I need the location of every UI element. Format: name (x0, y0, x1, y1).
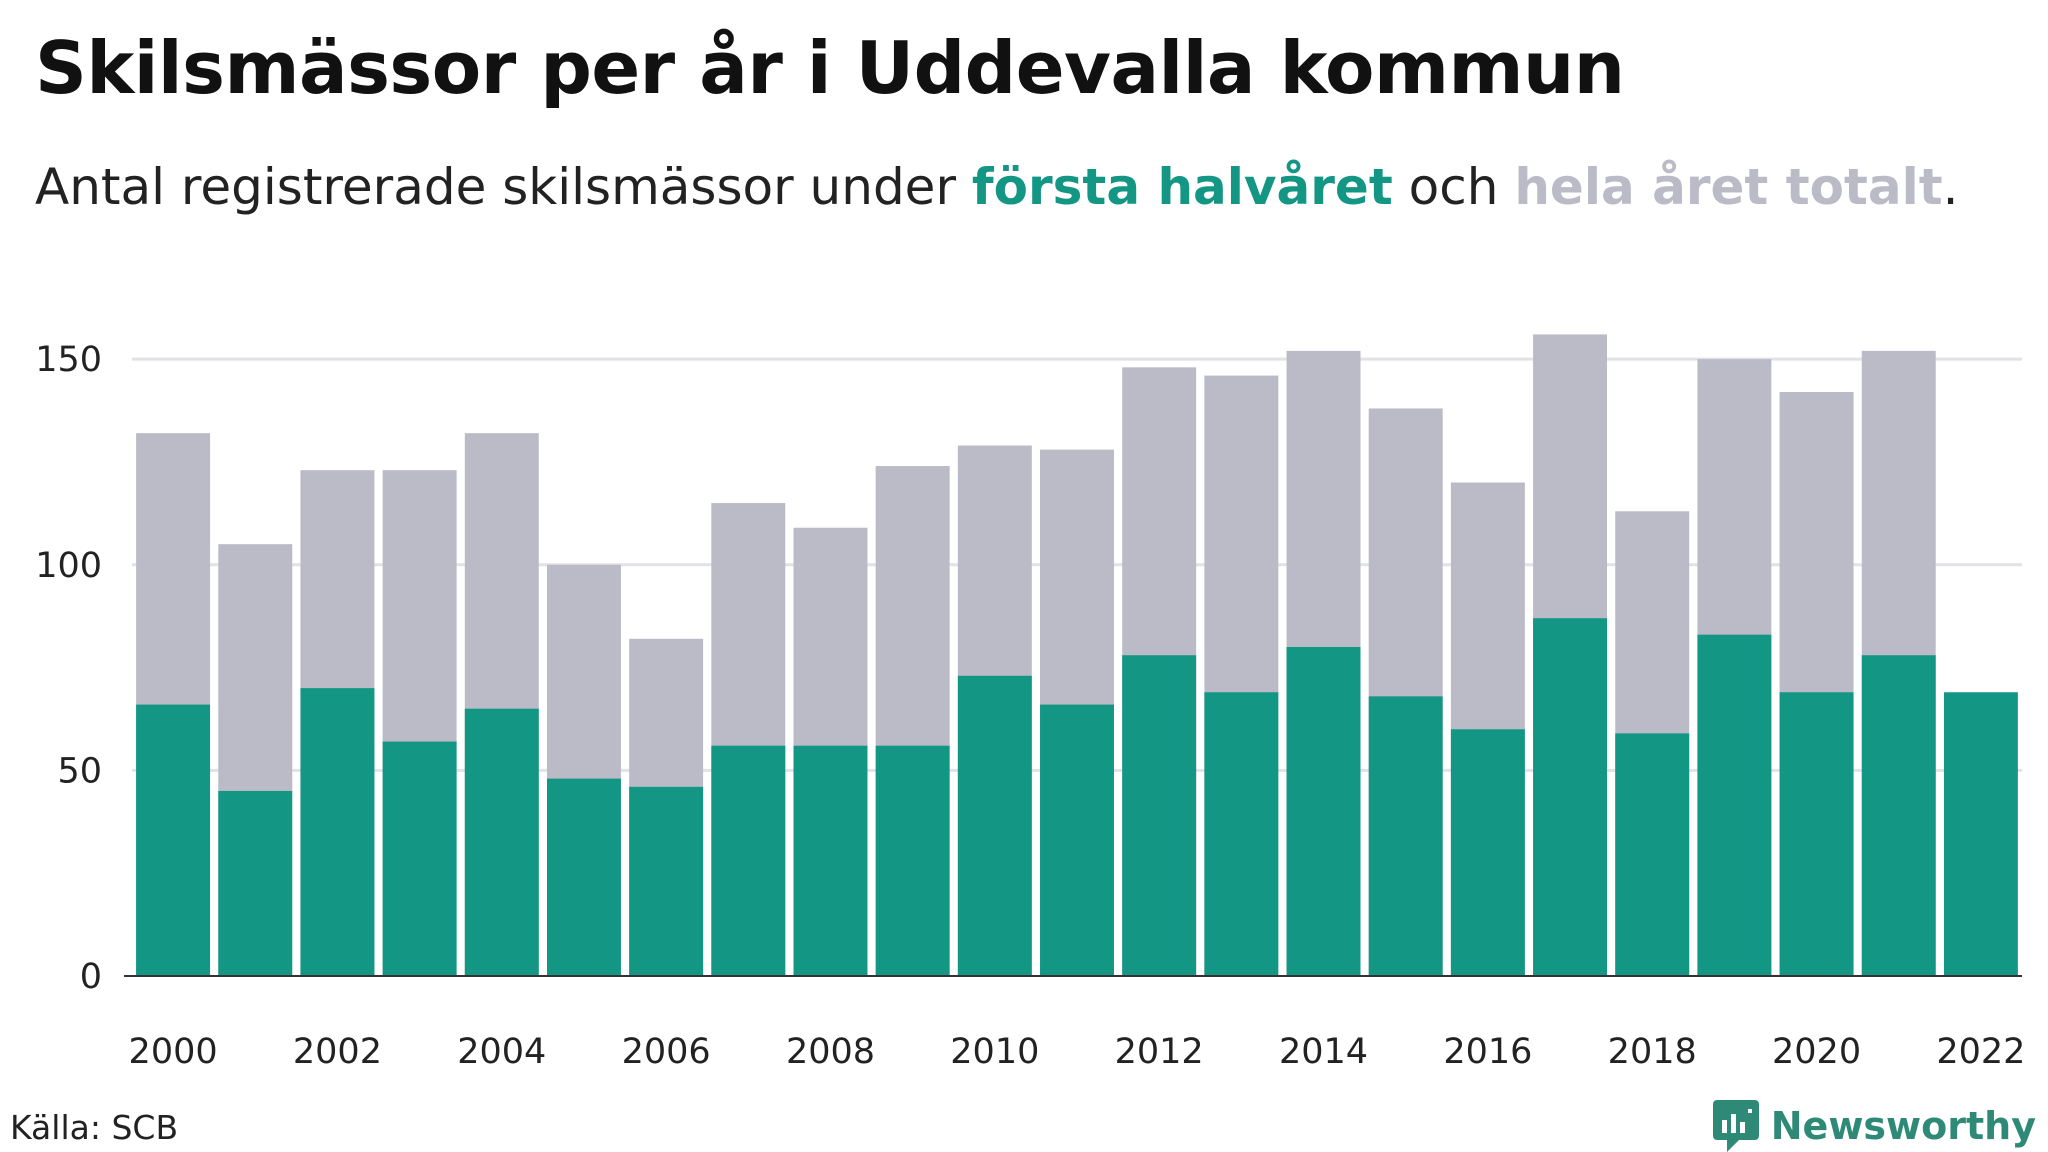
bar-first-half-2015 (1368, 696, 1443, 976)
x-tick-label: 2006 (622, 1032, 711, 1072)
y-tick-label: 150 (35, 340, 102, 380)
bar-first-half-2013 (1204, 692, 1279, 976)
bar-first-half-2009 (875, 745, 950, 976)
bar-first-half-2019 (1697, 634, 1772, 976)
x-tick-label: 2000 (129, 1032, 218, 1072)
subtitle-suffix: . (1942, 158, 1959, 216)
bar-first-half-2006 (629, 786, 704, 976)
x-tick-label: 2004 (457, 1032, 546, 1072)
brand-logo[interactable]: Newsworthy (1712, 1100, 2036, 1152)
bar-first-half-2021 (1861, 655, 1936, 976)
y-tick-label: 50 (57, 751, 102, 791)
bar-first-half-2017 (1533, 618, 1608, 976)
y-tick-label: 0 (80, 957, 102, 997)
bar-first-half-2002 (300, 688, 375, 976)
x-tick-label: 2008 (786, 1032, 875, 1072)
bar-first-half-2003 (382, 741, 457, 976)
brand-name: Newsworthy (1770, 1104, 2036, 1148)
chart-subtitle: Antal registrerade skilsmässor under för… (35, 152, 1959, 222)
bar-first-half-2005 (546, 778, 621, 976)
first-half-bars (136, 618, 2018, 976)
bar-first-half-2014 (1286, 647, 1361, 976)
x-tick-label: 2010 (950, 1032, 1039, 1072)
x-tick-label: 2020 (1772, 1032, 1861, 1072)
subtitle-legend-total: hela året totalt (1514, 158, 1943, 216)
newsworthy-logo-icon (1712, 1100, 1759, 1152)
x-tick-label: 2014 (1279, 1032, 1368, 1072)
bar-first-half-2011 (1040, 704, 1114, 976)
subtitle-middle: och (1392, 158, 1515, 216)
x-tick-label: 2016 (1443, 1032, 1532, 1072)
bar-first-half-2020 (1779, 692, 1854, 976)
x-tick-label: 2002 (293, 1032, 382, 1072)
bar-first-half-2010 (957, 675, 1032, 976)
chart-title: Skilsmässor per år i Uddevalla kommun (35, 26, 1625, 110)
y-tick-label: 100 (35, 546, 102, 586)
bar-first-half-2016 (1450, 729, 1525, 976)
bar-first-half-2012 (1122, 655, 1197, 976)
y-axis-labels: 0 50 100 150 (35, 340, 102, 997)
bar-first-half-2008 (793, 745, 868, 976)
bar-first-half-2007 (711, 745, 786, 976)
bar-first-half-2001 (218, 790, 293, 976)
bar-first-half-2000 (136, 704, 211, 976)
subtitle-legend-first-half: första halvåret (971, 158, 1393, 216)
source-note: Källa: SCB (10, 1108, 179, 1147)
bar-first-half-2004 (464, 708, 539, 976)
bar-first-half-2022 (1943, 692, 2018, 976)
x-axis-labels: 2000 2002 2004 2006 2008 2010 2012 2014 2016 2018… (129, 1032, 2026, 1072)
x-tick-label: 2012 (1115, 1032, 1204, 1072)
x-tick-label: 2022 (1936, 1032, 2025, 1072)
subtitle-prefix: Antal registrerade skilsmässor under (35, 158, 972, 216)
x-tick-label: 2018 (1608, 1032, 1697, 1072)
bar-first-half-2018 (1615, 733, 1690, 976)
